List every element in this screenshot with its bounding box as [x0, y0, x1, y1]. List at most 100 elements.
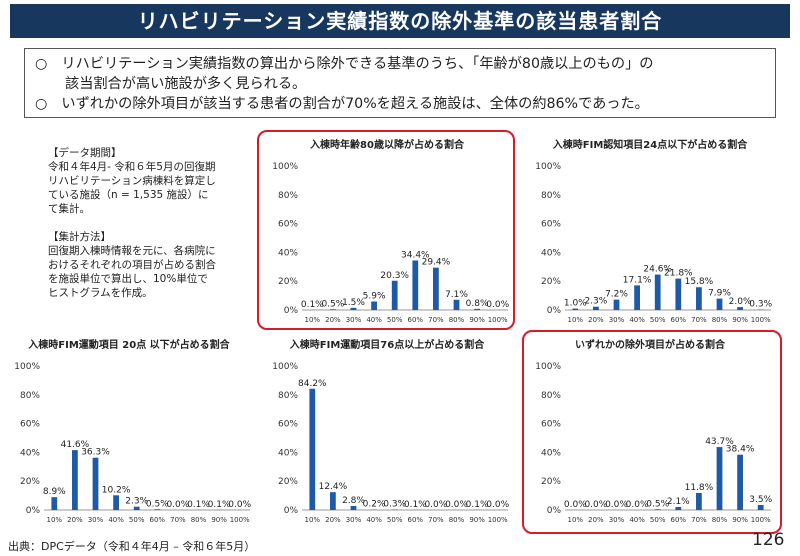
- chart-title: 入棟時年齢80歳以降が占める割合: [310, 138, 465, 151]
- data-label: 7.9%: [708, 289, 731, 299]
- method-line: ヒストグラムを作成。: [48, 287, 153, 299]
- chart-svg: いずれかの除外項目が占める割合0%20%40%60%80%100%0.0%10%…: [535, 338, 772, 524]
- highlight-frame-any: [522, 330, 782, 534]
- x-tick-label: 80%: [191, 516, 207, 524]
- x-tick-label: 20%: [325, 316, 341, 324]
- data-label: 2.8%: [342, 496, 365, 506]
- y-tick-label: 100%: [14, 362, 40, 372]
- x-tick-label: 70%: [428, 316, 444, 324]
- x-tick-label: 80%: [449, 516, 465, 524]
- bar: [154, 509, 161, 510]
- bar: [634, 285, 640, 310]
- data-label: 38.4%: [726, 445, 755, 455]
- y-tick-label: 40%: [278, 248, 298, 258]
- summary-line-1: ○ リハビリテーション実績指数の算出から除外できる基準のうち、「年齢が80歳以上の…: [35, 54, 765, 74]
- y-tick-label: 80%: [541, 191, 561, 201]
- y-tick-label: 60%: [541, 220, 561, 230]
- source-note: 出典：DPCデータ（令和４年4月 – 令和６年5月）: [8, 540, 256, 553]
- x-tick-label: 50%: [129, 516, 145, 524]
- data-label: 0.8%: [466, 299, 489, 309]
- bar: [309, 388, 316, 510]
- page-number: 126: [752, 530, 785, 550]
- data-label: 0.0%: [166, 500, 189, 510]
- x-tick-label: 80%: [449, 316, 465, 324]
- chart-age-80-plus: 入棟時年齢80歳以降が占める割合 0% 20% 40% 60% 80% 100% 0.1% 10…: [262, 134, 512, 330]
- bar: [92, 457, 99, 510]
- y-tick-label: 20%: [541, 477, 561, 487]
- bar: [675, 506, 682, 510]
- data-label: 7.2%: [605, 290, 628, 300]
- x-tick-label: 70%: [691, 316, 707, 324]
- data-label: 0.5%: [646, 499, 669, 509]
- data-label: 0.1%: [187, 500, 210, 510]
- method-note: 【集計方法】 回復期入棟時情報を元に、各病院に おけるそれぞれの項目が占める割合…: [48, 230, 216, 300]
- x-tick-label: 50%: [387, 516, 403, 524]
- x-tick-label: 30%: [346, 516, 362, 524]
- data-label: 43.7%: [705, 437, 734, 447]
- y-tick-label: 20%: [541, 277, 561, 287]
- y-tick-label: 20%: [278, 477, 298, 487]
- bar: [737, 454, 743, 510]
- data-label: 0.0%: [564, 500, 587, 510]
- x-tick-label: 90%: [469, 516, 485, 524]
- chart-title: 入棟時FIM運動項目 20点 以下が占める割合: [28, 338, 230, 351]
- data-label: 24.6%: [643, 265, 672, 275]
- x-tick-label: 20%: [325, 516, 341, 524]
- x-tick-label: 10%: [568, 316, 584, 324]
- x-tick-label: 10%: [568, 516, 584, 524]
- data-label: 0.5%: [146, 499, 169, 509]
- y-tick-label: 60%: [278, 220, 298, 230]
- bar: [613, 299, 620, 310]
- bar: [654, 274, 661, 310]
- x-tick-label: 60%: [408, 316, 424, 324]
- chart-title: 入棟時FIM認知項目24点以下が占める割合: [553, 138, 748, 151]
- chart-svg: 入棟時FIM運動項目 20点 以下が占める割合 0% 20% 40% 60% 80% 100…: [14, 338, 251, 524]
- data-label: 12.4%: [319, 482, 348, 492]
- method-line: 回復期入棟時情報を元に、各病院に: [48, 245, 216, 257]
- y-tick-label: 20%: [278, 277, 298, 287]
- x-tick-label: 40%: [629, 516, 645, 524]
- x-tick-label: 100%: [488, 516, 508, 524]
- data-label: 0.0%: [445, 500, 468, 510]
- bar: [675, 278, 682, 310]
- y-tick-label: 20%: [20, 477, 40, 487]
- highlight-frame-age: [257, 130, 515, 330]
- chart-fim-motor-20: 入棟時FIM運動項目 20点 以下が占める割合 0% 20% 40% 60% 80% 100…: [4, 334, 254, 530]
- summary-line-2: ○ いずれかの除外項目が該当する患者の割合が70%を超える施設は、全体の約86%で…: [35, 94, 765, 114]
- data-label: 0.1%: [208, 500, 231, 510]
- x-tick-label: 70%: [691, 516, 707, 524]
- x-tick-label: 100%: [230, 516, 250, 524]
- data-label: 15.8%: [685, 277, 714, 287]
- x-tick-label: 60%: [408, 516, 424, 524]
- y-tick-label: 60%: [541, 420, 561, 430]
- bar: [433, 267, 439, 310]
- x-tick-label: 20%: [588, 316, 604, 324]
- bar: [696, 493, 702, 510]
- bar: [453, 299, 460, 310]
- y-tick-label: 0%: [26, 506, 41, 516]
- bar: [350, 505, 357, 510]
- x-tick-label: 20%: [588, 516, 604, 524]
- x-tick-label: 40%: [108, 516, 124, 524]
- x-tick-label: 30%: [609, 516, 625, 524]
- y-tick-label: 40%: [20, 448, 40, 458]
- data-label: 0.0%: [486, 500, 509, 510]
- data-label: 3.5%: [749, 495, 772, 505]
- y-tick-label: 40%: [541, 248, 561, 258]
- y-tick-label: 100%: [272, 162, 298, 172]
- chart-fim-motor-76: 入棟時FIM運動項目76点以上が占める割合 0% 20% 40% 60% 80% 100% 8…: [262, 334, 512, 530]
- x-tick-label: 60%: [671, 516, 687, 524]
- data-label: 0.3%: [383, 500, 406, 510]
- bar: [72, 450, 78, 510]
- period-line: て集計。: [48, 203, 90, 215]
- x-tick-label: 30%: [88, 516, 104, 524]
- y-tick-label: 100%: [272, 362, 298, 372]
- data-label: 0.0%: [424, 500, 447, 510]
- x-tick-label: 70%: [428, 516, 444, 524]
- y-tick-label: 40%: [278, 448, 298, 458]
- chart-fim-cognitive: 入棟時FIM認知項目24点以下が占める割合 0% 20% 40% 60% 80% 100% 1…: [525, 134, 775, 330]
- summary-text-1a: リハビリテーション実績指数の算出から除外できる基準のうち、「年齢が80歳以上のも…: [61, 56, 654, 72]
- data-label: 7.1%: [445, 290, 468, 300]
- x-tick-label: 60%: [671, 316, 687, 324]
- data-label: 0.3%: [749, 300, 772, 310]
